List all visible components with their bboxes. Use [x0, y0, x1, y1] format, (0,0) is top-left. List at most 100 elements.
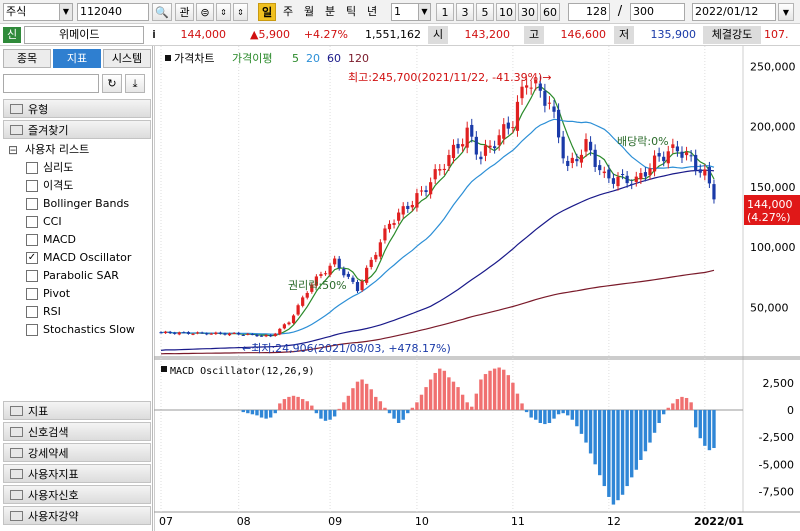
osc-bar	[561, 409, 565, 414]
candle-body	[515, 101, 520, 131]
checkbox-icon[interactable]	[26, 180, 38, 192]
indicator-item-parabolic-sar[interactable]: Parabolic SAR	[26, 268, 119, 284]
osc-bar	[652, 409, 657, 433]
checkbox-icon[interactable]	[26, 306, 38, 318]
candle-body	[593, 149, 597, 167]
calendar-dropdown-icon[interactable]: ▼	[778, 3, 794, 21]
candle-body	[232, 332, 236, 334]
checkbox-icon[interactable]	[26, 288, 38, 300]
osc-bar	[278, 403, 282, 410]
refresh-icon[interactable]: ↻	[102, 74, 122, 93]
kwan-button[interactable]: 관	[175, 3, 194, 21]
tab-system[interactable]: 시스템	[103, 49, 151, 68]
period-year-button[interactable]: 년	[366, 5, 378, 18]
group-type[interactable]: 유형	[3, 99, 151, 118]
period-tick-button[interactable]: 틱	[345, 5, 357, 18]
candle-body	[269, 334, 273, 337]
indicator-item-macd[interactable]: MACD	[26, 232, 76, 248]
volume: 1,551,162	[365, 28, 421, 41]
tab-indicators[interactable]: 지표	[53, 49, 101, 68]
chart-svg[interactable]: 250,000 200,000 150,000 100,000 50,000 2…	[154, 46, 800, 531]
candle-body	[570, 157, 574, 164]
indicator-item-pivot[interactable]: Pivot	[26, 286, 70, 302]
download-icon[interactable]: ⤓	[125, 74, 145, 93]
osc-bar	[552, 409, 556, 419]
period-minute-button[interactable]: 분	[324, 5, 336, 18]
info-icon[interactable]: i	[152, 28, 156, 41]
current-price: 144,000	[180, 28, 227, 41]
osc-bar	[698, 409, 702, 439]
group-favorites[interactable]: 즐겨찾기	[3, 120, 151, 139]
period-day-button[interactable]: 일	[258, 3, 276, 21]
interval-10-button[interactable]: 10	[496, 3, 516, 21]
osc-bar	[310, 405, 314, 410]
candle-body	[374, 254, 378, 260]
candle-body	[616, 176, 620, 187]
checkbox-icon[interactable]	[26, 216, 38, 228]
search-button[interactable]: 🔍	[152, 3, 172, 21]
period-month-button[interactable]: 월	[303, 5, 315, 18]
group-signal-search[interactable]: 신호검색	[3, 422, 151, 441]
checkbox-icon[interactable]	[26, 234, 38, 246]
market-select[interactable]: 주식 ▼	[3, 3, 73, 21]
dividend-annotation: 배당락:0%	[617, 135, 669, 148]
candle-body	[191, 333, 195, 335]
indicator-item-disparity[interactable]: 이격도	[26, 178, 73, 194]
candle-body	[223, 333, 227, 335]
group-user-signals[interactable]: 사용자신호	[3, 485, 151, 504]
open-price: 143,200	[464, 28, 511, 41]
ma20-line	[160, 118, 715, 335]
user-list-group[interactable]: ⊟ 사용자 리스트	[8, 143, 90, 157]
osc-bar	[470, 406, 474, 410]
checkbox-checked-icon[interactable]: ✓	[26, 252, 38, 264]
stock-name[interactable]: 위메이드	[24, 26, 144, 44]
candle-body	[346, 273, 350, 277]
change-percent: +4.27%	[303, 28, 348, 41]
spinner-icon-2[interactable]: ⇕	[233, 3, 248, 21]
indicator-search-input[interactable]	[3, 74, 99, 93]
x-axis: 07 08 09 10 11 12 2022/01	[159, 515, 744, 528]
osc-bar	[529, 409, 533, 418]
indicator-item-macd-oscillator[interactable]: ✓ MACD Oscillator	[26, 251, 132, 264]
checkbox-icon[interactable]	[26, 324, 38, 336]
interval-5-button[interactable]: 5	[476, 3, 494, 21]
link-icon[interactable]: ⊜	[196, 3, 214, 21]
interval-3-button[interactable]: 3	[456, 3, 474, 21]
indicator-item-stochastics-slow[interactable]: Stochastics Slow	[26, 322, 135, 338]
oscillator-axis: 2,500 0 -2,500 -5,000 -7,500	[759, 377, 794, 499]
indicator-item-cci[interactable]: CCI	[26, 214, 62, 230]
group-user-indicators[interactable]: 사용자지표	[3, 464, 151, 483]
checkbox-icon[interactable]	[26, 270, 38, 282]
candle-body	[652, 155, 657, 172]
count-input[interactable]: 128	[568, 3, 610, 21]
indicator-item-rsi[interactable]: RSI	[26, 304, 61, 320]
indicator-item-psychology[interactable]: 심리도	[26, 160, 73, 176]
candle-body	[598, 165, 602, 171]
osc-bar	[282, 399, 287, 410]
date-input[interactable]: 2022/01/12	[692, 3, 776, 21]
interval-1-button[interactable]: 1	[436, 3, 454, 21]
candle-body	[488, 145, 492, 148]
checkbox-icon[interactable]	[26, 198, 38, 210]
group-user-strength[interactable]: 사용자강약	[3, 506, 151, 525]
code-input[interactable]: 112040	[77, 3, 149, 21]
spinner-icon[interactable]: ⇕	[216, 3, 231, 21]
candle-body	[520, 86, 524, 99]
candle-body	[209, 333, 213, 335]
tab-stocks[interactable]: 종목	[3, 49, 51, 68]
interval-select[interactable]: 1 ▼	[391, 3, 431, 21]
total-input[interactable]: 300	[630, 3, 685, 21]
chart-area[interactable]: 250,000 200,000 150,000 100,000 50,000 2…	[154, 46, 800, 531]
osc-bar	[447, 377, 451, 410]
candle-body	[675, 146, 680, 152]
indicator-item-bollinger[interactable]: Bollinger Bands	[26, 196, 129, 212]
osc-tick: -5,000	[759, 458, 794, 471]
group-indicators[interactable]: 지표	[3, 401, 151, 420]
x-tick: 12	[607, 515, 621, 528]
interval-60-button[interactable]: 60	[540, 3, 560, 21]
interval-30-button[interactable]: 30	[518, 3, 538, 21]
checkbox-icon[interactable]	[26, 162, 38, 174]
candle-body	[360, 281, 364, 291]
period-week-button[interactable]: 주	[282, 5, 294, 18]
group-bull-bear[interactable]: 강세약세	[3, 443, 151, 462]
